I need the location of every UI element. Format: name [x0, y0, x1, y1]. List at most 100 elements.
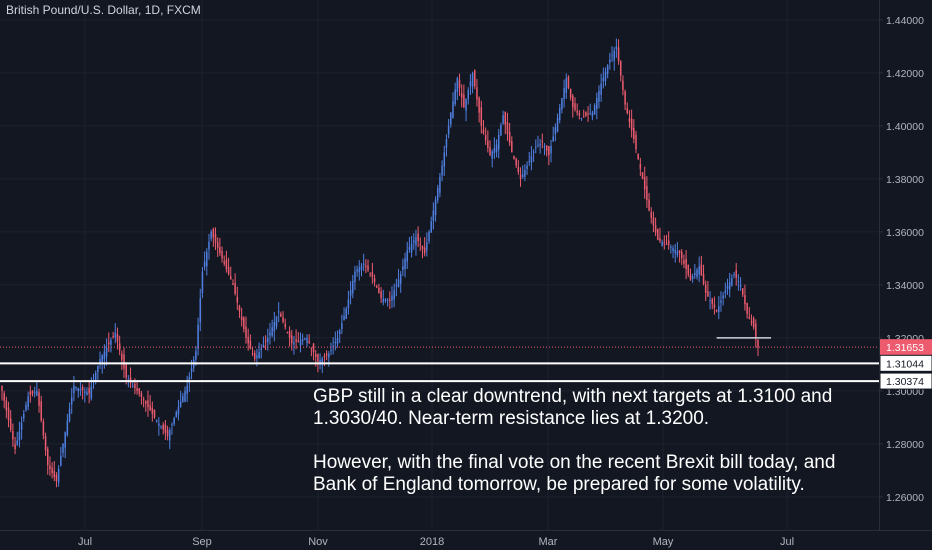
candle	[105, 338, 108, 366]
candle-body	[131, 385, 134, 387]
candle-body	[219, 247, 221, 254]
candle	[107, 332, 110, 353]
candle	[611, 46, 613, 63]
candle	[391, 286, 393, 309]
candle	[489, 140, 491, 157]
price-tick-label: 1.28000	[886, 439, 924, 451]
candle-body	[561, 98, 563, 110]
candle-body	[352, 280, 354, 294]
candle-body	[362, 263, 365, 266]
candle	[539, 138, 541, 154]
candle	[643, 166, 646, 199]
candle	[23, 409, 25, 422]
candle	[129, 367, 132, 389]
candle	[741, 288, 744, 297]
price-tick-label: 1.44000	[886, 15, 924, 27]
price-labels: 1.31653 1.31044 1.30374	[879, 339, 932, 390]
candle	[295, 329, 297, 350]
candle-body	[142, 399, 145, 401]
candle	[755, 319, 757, 348]
candle-body	[741, 288, 744, 295]
candle-body	[543, 146, 546, 148]
candle-body	[548, 146, 550, 156]
candle-body	[524, 170, 526, 177]
candle-body	[484, 134, 487, 141]
candle-body	[393, 290, 395, 300]
candle-body	[227, 267, 230, 275]
candle-body	[321, 358, 324, 366]
candle	[735, 262, 737, 286]
candle-body	[94, 372, 97, 383]
candle-body	[378, 287, 380, 293]
candle	[707, 281, 709, 297]
candle	[140, 390, 143, 405]
candle-body	[604, 71, 607, 82]
candle	[572, 93, 574, 118]
candle	[402, 258, 404, 276]
candle-body	[121, 353, 123, 360]
candle-body	[134, 383, 136, 389]
candle	[569, 88, 572, 101]
candle	[103, 344, 106, 369]
candle-body	[630, 118, 633, 131]
annotation-paragraph-2: However, with the final vote on the rece…	[313, 452, 836, 495]
candle-body	[611, 55, 613, 57]
candle-body	[404, 258, 406, 270]
candle-body	[173, 418, 175, 424]
candle-body	[735, 270, 737, 278]
price-axis: 1.260001.280001.300001.320001.340001.360…	[879, 15, 924, 504]
candle-body	[680, 251, 683, 259]
candle-body	[463, 94, 465, 108]
candle	[700, 255, 703, 276]
candle-body	[306, 337, 308, 344]
candle	[332, 337, 334, 355]
candle-body	[99, 359, 101, 364]
time-tick-label: Sep	[192, 536, 212, 548]
candle-body	[312, 343, 315, 353]
candle	[410, 236, 413, 258]
candle-body	[267, 337, 269, 343]
candle-body	[245, 326, 247, 338]
candle-body	[450, 112, 452, 125]
candle-body	[68, 408, 71, 422]
candle	[358, 260, 361, 281]
candle	[264, 335, 267, 351]
candle	[502, 110, 504, 125]
candle	[343, 307, 345, 321]
candle-body	[585, 112, 587, 116]
candle	[526, 161, 528, 175]
candle	[3, 390, 5, 409]
candle	[443, 145, 446, 176]
candle	[447, 119, 450, 139]
candle	[110, 337, 112, 353]
candle	[720, 291, 722, 312]
candle	[521, 165, 524, 179]
candle-body	[73, 385, 75, 394]
candle-body	[569, 88, 572, 98]
horizontal-levels	[0, 337, 879, 383]
candle-body	[593, 105, 596, 115]
candle-body	[526, 165, 528, 170]
candle-body	[619, 60, 622, 76]
candle	[752, 316, 755, 330]
candle-body	[452, 101, 454, 118]
candle-body	[711, 298, 714, 304]
candle-body	[456, 78, 459, 93]
time-tick-label: Jul	[780, 536, 794, 548]
candle-body	[44, 436, 47, 451]
candle	[386, 297, 389, 307]
candle	[216, 237, 219, 258]
candle	[641, 172, 644, 180]
candle	[619, 60, 622, 82]
candle	[678, 250, 681, 263]
candle	[434, 196, 437, 222]
candle-body	[77, 387, 80, 392]
candle	[406, 241, 408, 269]
candle	[179, 390, 182, 408]
candle	[201, 266, 204, 299]
candle	[155, 419, 158, 423]
candle-body	[284, 323, 286, 328]
candle	[454, 82, 456, 107]
candle-body	[665, 243, 668, 245]
